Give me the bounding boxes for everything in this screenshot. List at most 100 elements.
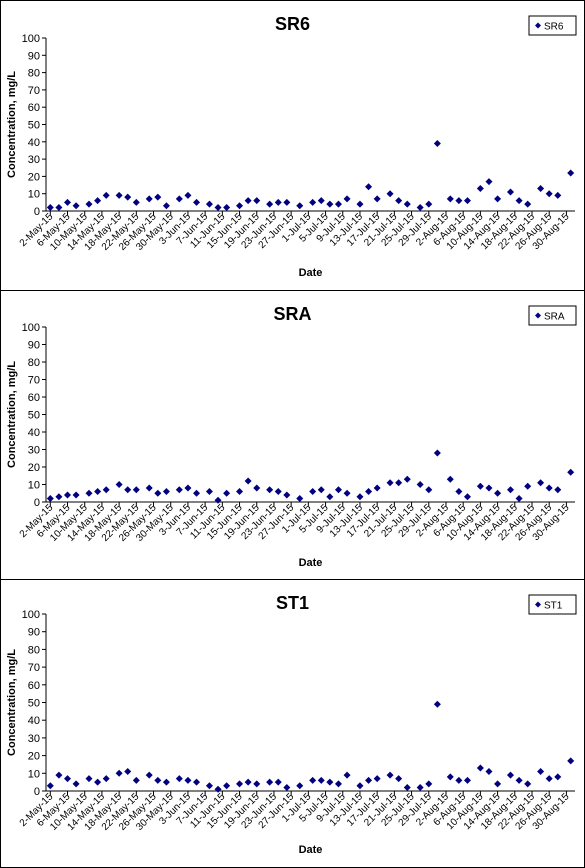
data-point — [416, 783, 424, 791]
data-point — [524, 200, 532, 208]
y-tick-label: 90 — [28, 340, 40, 352]
y-tick-label: 60 — [28, 392, 40, 404]
y-tick-label: 30 — [28, 154, 40, 166]
data-point — [244, 778, 252, 786]
y-tick-label: 70 — [28, 662, 40, 674]
x-axis-title: Date — [299, 267, 323, 279]
data-point — [132, 776, 140, 784]
data-point — [356, 200, 364, 208]
data-point — [545, 484, 553, 492]
y-tick-label: 40 — [28, 427, 40, 439]
chart-title: ST1 — [276, 593, 309, 613]
data-point — [365, 488, 373, 495]
data-point — [223, 489, 231, 497]
legend-marker — [535, 601, 541, 608]
chart-panel-sr6: SR6 0 10 20 30 40 50 60 70 80 90 100 Concentration, … — [0, 0, 585, 291]
data-point — [485, 768, 493, 776]
legend-marker — [535, 22, 541, 29]
data-point — [515, 776, 523, 784]
data-point — [85, 200, 93, 208]
data-point — [46, 782, 54, 790]
data-point — [115, 481, 123, 488]
y-tick-label: 100 — [22, 609, 40, 621]
y-tick-label: 80 — [28, 357, 40, 369]
data-point — [309, 488, 317, 495]
data-point — [193, 198, 201, 206]
data-point — [236, 202, 244, 210]
data-point — [446, 475, 454, 483]
data-point — [416, 204, 424, 212]
y-tick-label: 20 — [28, 462, 40, 474]
data-point — [545, 190, 553, 198]
data-point — [145, 484, 153, 492]
legend-box — [528, 15, 577, 36]
chart-svg: SRA 0 10 20 30 40 50 60 70 80 90 100 Concentration, … — [6, 304, 577, 569]
data-point — [317, 776, 325, 784]
data-point — [64, 491, 72, 499]
data-point — [554, 773, 562, 781]
data-point — [283, 491, 291, 499]
data-point — [274, 198, 282, 206]
data-point — [446, 195, 454, 203]
data-point — [154, 193, 162, 201]
data-point — [94, 197, 102, 205]
data-point — [154, 489, 162, 497]
data-point — [64, 775, 72, 783]
data-point — [365, 776, 373, 784]
data-point — [455, 197, 463, 205]
data-point — [223, 204, 231, 212]
data-point — [326, 493, 334, 501]
data-point — [46, 495, 54, 502]
data-point — [205, 488, 213, 495]
data-point — [343, 195, 351, 203]
y-tick-label: 40 — [28, 715, 40, 727]
data-point — [567, 468, 575, 476]
data-point — [55, 771, 63, 779]
data-point — [455, 776, 463, 784]
data-point — [266, 200, 274, 208]
y-tick-label: 20 — [28, 751, 40, 763]
data-point — [193, 778, 201, 786]
data-point — [356, 782, 364, 790]
data-point — [365, 183, 373, 191]
data-point — [309, 198, 317, 206]
data-point — [266, 778, 274, 786]
data-point — [433, 700, 441, 708]
y-axis-title: Concentration, mg/L — [6, 649, 18, 756]
data-point — [162, 778, 170, 786]
y-tick-label: 80 — [28, 644, 40, 656]
data-point — [485, 484, 493, 492]
data-point — [326, 778, 334, 786]
y-tick-label: 70 — [28, 375, 40, 387]
data-point — [102, 486, 110, 494]
chart-panel-sra: SRA 0 10 20 30 40 50 60 70 80 90 100 Concentration, … — [0, 290, 585, 580]
data-point — [85, 775, 93, 783]
data-point — [334, 200, 342, 208]
data-point — [476, 482, 484, 490]
data-point — [545, 775, 553, 783]
legend-box — [528, 594, 577, 615]
data-point — [476, 185, 484, 193]
data-point — [162, 202, 170, 210]
data-point — [395, 479, 403, 487]
data-point — [72, 202, 80, 210]
data-point — [403, 200, 411, 208]
data-point — [296, 202, 304, 210]
data-point — [72, 780, 80, 788]
y-tick-label: 50 — [28, 698, 40, 710]
legend-label: SRA — [544, 312, 565, 323]
data-point — [386, 190, 394, 198]
data-point — [94, 488, 102, 495]
data-point — [223, 782, 231, 790]
data-point — [403, 783, 411, 791]
y-tick-label: 100 — [22, 33, 40, 45]
data-point — [554, 486, 562, 494]
y-tick-label: 90 — [28, 627, 40, 639]
data-point — [214, 204, 222, 212]
data-point — [132, 198, 140, 206]
data-point — [317, 486, 325, 494]
chart-title: SRA — [273, 304, 311, 324]
data-point — [64, 198, 72, 206]
data-point — [537, 479, 545, 487]
